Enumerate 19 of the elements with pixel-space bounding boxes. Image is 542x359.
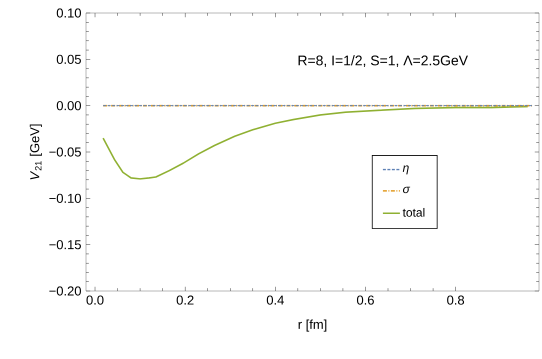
y-tick-label: −0.05 <box>49 147 81 157</box>
y-axis-title: V$_{21}$ [GeV] <box>30 124 42 180</box>
x-tick-label: 0.2 <box>176 296 194 305</box>
y-tick-label: −0.10 <box>49 194 81 203</box>
y-tick-label: 0.10 <box>56 8 81 18</box>
x-tick-label: 0.0 <box>86 296 104 305</box>
line-series <box>102 106 529 180</box>
y-tick-label: 0.05 <box>56 54 81 64</box>
annotation: R=8, I=1/2, S=1, Λ=2.5GeV <box>298 55 468 68</box>
y-tick-label: −0.20 <box>49 286 81 296</box>
y-tick-label: 0.00 <box>56 101 81 110</box>
legend-label: total <box>402 208 424 217</box>
x-tick-label: 0.4 <box>266 296 284 305</box>
x-tick-label: 0.6 <box>356 296 374 305</box>
y-tick-label: −0.15 <box>49 240 81 250</box>
legend-label: σ <box>402 186 410 194</box>
x-axis-title: r [fm] <box>298 320 326 332</box>
legend-label: η <box>402 165 409 174</box>
x-tick-label: 0.8 <box>447 296 464 305</box>
